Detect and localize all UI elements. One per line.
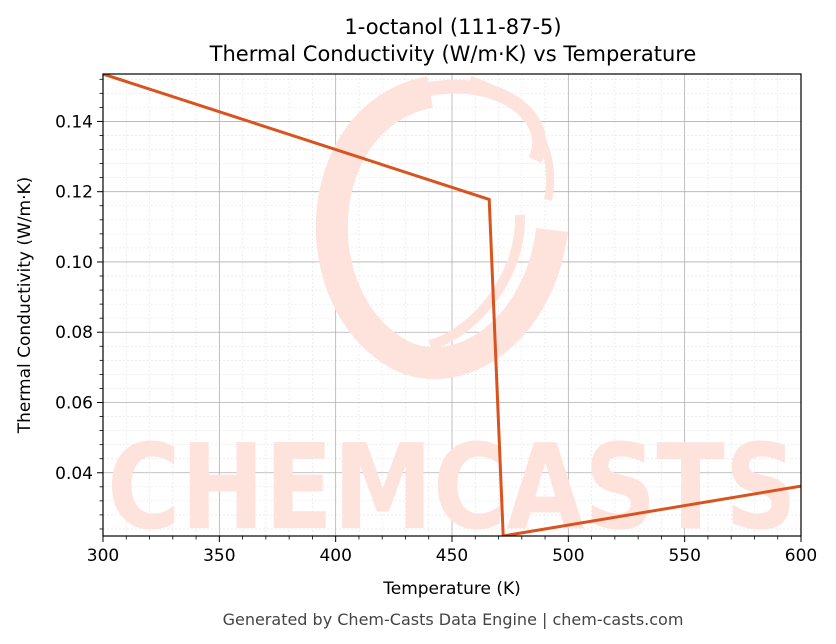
y-tick-label: 0.06 bbox=[55, 393, 93, 413]
x-tick-label: 350 bbox=[203, 546, 235, 566]
x-tick-label: 500 bbox=[552, 546, 584, 566]
data-point bbox=[487, 197, 491, 201]
y-axis-label: Thermal Conductivity (W/m·K) bbox=[15, 177, 35, 435]
watermark-text: CHEMCASTS bbox=[107, 418, 797, 556]
y-tick-label: 0.10 bbox=[55, 253, 93, 273]
x-tick-label: 300 bbox=[87, 546, 119, 566]
x-axis: 300 350 400 450 500 550 600 bbox=[87, 536, 817, 566]
x-tick-label: 450 bbox=[436, 546, 468, 566]
footer-credit: Generated by Chem-Casts Data Engine | ch… bbox=[223, 610, 684, 629]
x-tick-label: 550 bbox=[668, 546, 700, 566]
y-tick-label: 0.08 bbox=[55, 323, 93, 343]
y-tick-label: 0.14 bbox=[55, 112, 93, 132]
x-tick-label: 400 bbox=[319, 546, 351, 566]
y-axis: 0.04 0.06 0.08 0.10 0.12 0.14 bbox=[55, 78, 103, 530]
y-tick-label: 0.12 bbox=[55, 183, 93, 203]
chart-title: 1-octanol (111-87-5) bbox=[344, 15, 561, 39]
chemcasts-watermark: CHEMCASTS bbox=[107, 76, 797, 556]
chart-subtitle: Thermal Conductivity (W/m·K) vs Temperat… bbox=[209, 42, 697, 66]
x-axis-label: Temperature (K) bbox=[382, 579, 521, 599]
watermark-logo-ring bbox=[315, 76, 568, 380]
thermal-conductivity-line bbox=[103, 74, 801, 536]
y-tick-label: 0.04 bbox=[55, 464, 93, 484]
x-tick-label: 600 bbox=[785, 546, 817, 566]
